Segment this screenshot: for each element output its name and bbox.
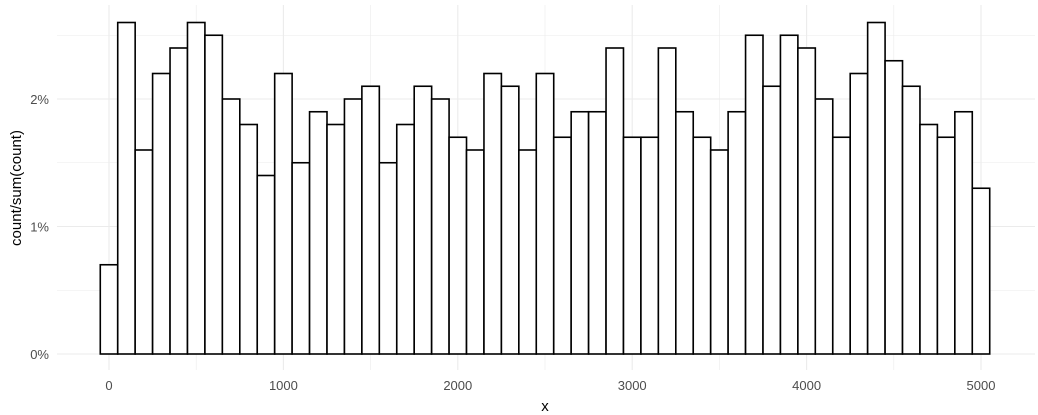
histogram-bar: [640, 136, 660, 355]
histogram-bar: [239, 123, 259, 355]
y-axis-ticks: 0% 1% 2%: [30, 92, 49, 362]
histogram-bar: [169, 47, 189, 355]
histogram-bar: [326, 123, 346, 355]
histogram-bar: [849, 72, 869, 355]
x-tick-label: 2000: [443, 378, 472, 393]
histogram-bar: [221, 98, 241, 355]
y-tick-label: 1%: [30, 220, 49, 235]
histogram-bar: [413, 85, 433, 355]
histogram-bar: [483, 72, 503, 355]
histogram-bar: [587, 110, 607, 355]
histogram-bar: [395, 123, 416, 355]
histogram-bar: [797, 47, 817, 355]
x-axis-ticks: 0 1000 2000 3000 4000 5000: [105, 378, 995, 393]
histogram-bar: [901, 85, 921, 355]
histogram-bar: [448, 136, 468, 355]
histogram-bar: [936, 136, 956, 355]
histogram-bar: [622, 136, 642, 355]
histogram-bar: [552, 136, 572, 355]
histogram-bar: [256, 174, 276, 355]
histogram-bar: [744, 34, 764, 355]
histogram-bar: [361, 85, 381, 355]
x-axis-title: x: [541, 398, 549, 415]
x-tick-label: 5000: [967, 378, 996, 393]
histogram-bar: [518, 149, 538, 355]
histogram-bar: [692, 136, 712, 355]
x-tick-label: 0: [105, 378, 112, 393]
histogram-bar: [273, 72, 293, 355]
histogram-bar: [831, 136, 852, 355]
histogram-bar: [500, 85, 520, 355]
x-tick-label: 4000: [792, 378, 821, 393]
histogram-bar: [570, 110, 590, 355]
histogram-bar: [151, 72, 171, 355]
histogram-bar: [308, 110, 328, 355]
histogram-bar: [727, 110, 747, 355]
histogram-bar: [884, 59, 904, 355]
histogram-bar: [430, 98, 450, 355]
histogram-bar: [919, 123, 939, 355]
y-tick-label: 2%: [30, 92, 49, 107]
histogram-bar: [99, 263, 119, 355]
y-axis-title: count/sum(count): [8, 130, 25, 246]
histogram-bar: [378, 161, 398, 355]
histogram-bar: [954, 110, 974, 355]
bars: [99, 21, 991, 355]
histogram-bar: [116, 21, 136, 355]
histogram-bar: [134, 149, 154, 355]
histogram-bar: [779, 34, 799, 355]
histogram-bar: [291, 161, 311, 355]
histogram-bar: [674, 110, 695, 355]
histogram-bar: [657, 47, 677, 355]
histogram-bar: [186, 21, 206, 355]
histogram-bar: [535, 72, 555, 355]
histogram-bar: [343, 98, 363, 355]
x-tick-label: 1000: [269, 378, 298, 393]
histogram-bar: [465, 149, 485, 355]
y-tick-label: 0%: [30, 347, 49, 362]
histogram-bar: [204, 34, 224, 355]
histogram-bar: [866, 21, 886, 355]
histogram-bar: [605, 47, 625, 355]
histogram-bar: [971, 187, 991, 355]
x-tick-label: 3000: [618, 378, 647, 393]
histogram-bar: [762, 85, 782, 355]
histogram-bar: [709, 149, 729, 355]
histogram-bar: [814, 98, 834, 355]
